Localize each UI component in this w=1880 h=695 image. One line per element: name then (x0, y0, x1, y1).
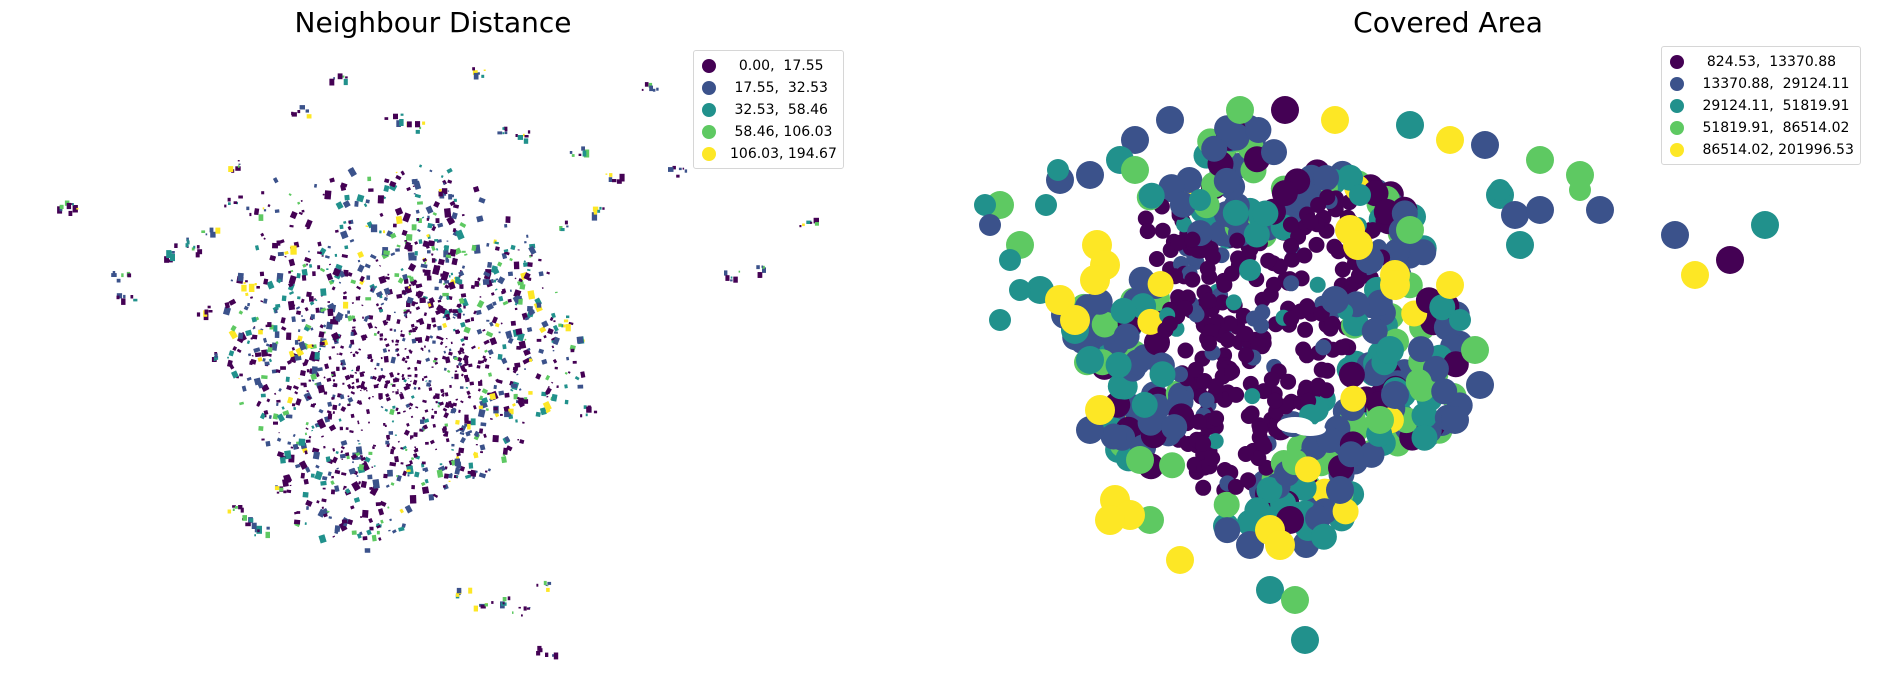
legend-label: 17.55, 32.53 (730, 80, 828, 96)
legend-swatch (1670, 143, 1684, 157)
legend-label: 824.53, 13370.88 (1698, 54, 1837, 70)
neighbour-distance-title: Neighbour Distance (294, 6, 572, 39)
neighbour-distance-panel: Neighbour Distance 0.00, 17.55 17.55, 32… (57, 6, 844, 660)
legend-swatch (702, 103, 716, 117)
legend-swatch (702, 59, 716, 73)
legend-entry: 86514.02, 201996.53 (1670, 139, 1854, 161)
neighbour-distance-map (57, 67, 819, 660)
legend-entry: 824.53, 13370.88 (1670, 51, 1854, 73)
legend-entry: 29124.11, 51819.91 (1670, 95, 1854, 117)
legend-label: 58.46, 106.03 (730, 124, 833, 140)
legend-entry: 51819.91, 86514.02 (1670, 117, 1854, 139)
legend-label: 32.53, 58.46 (730, 102, 828, 118)
covered-area-map (974, 96, 1779, 654)
covered-area-panel: Covered Area 824.53, 13370.88 13370.88, … (940, 0, 1880, 695)
legend-entry: 106.03, 194.67 (702, 143, 837, 165)
legend-label: 51819.91, 86514.02 (1698, 120, 1850, 136)
legend-entry: 13370.88, 29124.11 (1670, 73, 1854, 95)
legend-entry: 17.55, 32.53 (702, 77, 837, 99)
legend-swatch (1670, 77, 1684, 91)
covered-area-legend: 824.53, 13370.88 13370.88, 29124.11 2912… (1661, 46, 1861, 165)
legend-swatch (702, 125, 716, 139)
legend-label: 29124.11, 51819.91 (1698, 98, 1850, 114)
neighbour-distance-legend: 0.00, 17.55 17.55, 32.53 32.53, 58.46 58… (693, 50, 844, 169)
tessellation-cells (974, 96, 1779, 654)
legend-entry: 58.46, 106.03 (702, 121, 837, 143)
legend-entry: 32.53, 58.46 (702, 99, 837, 121)
legend-entry: 0.00, 17.55 (702, 55, 837, 77)
building-footprints (57, 67, 819, 660)
legend-label: 86514.02, 201996.53 (1698, 142, 1854, 158)
legend-label: 106.03, 194.67 (730, 146, 837, 162)
legend-swatch (702, 81, 716, 95)
legend-swatch (702, 147, 716, 161)
legend-swatch (1670, 55, 1684, 69)
legend-label: 13370.88, 29124.11 (1698, 76, 1850, 92)
legend-swatch (1670, 121, 1684, 135)
legend-label: 0.00, 17.55 (730, 58, 824, 74)
legend-swatch (1670, 99, 1684, 113)
covered-area-title: Covered Area (1353, 6, 1543, 39)
